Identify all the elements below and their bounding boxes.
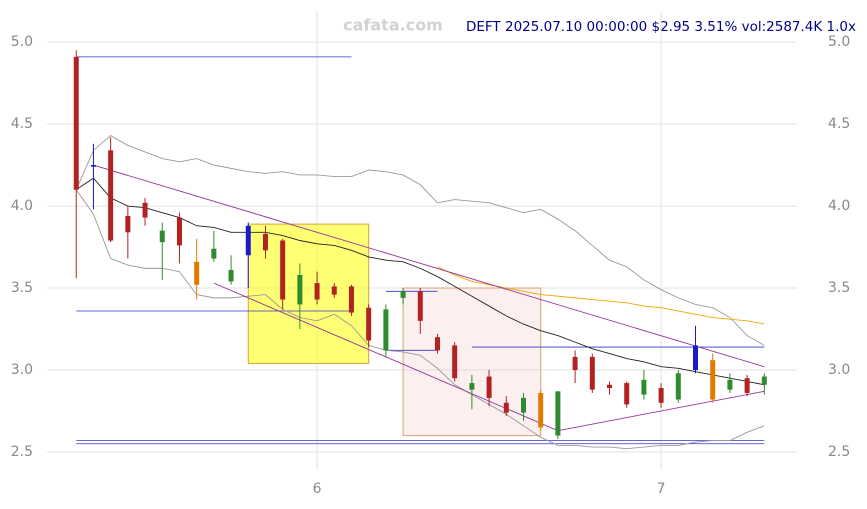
y-tick-label-right: 2.5 — [828, 444, 850, 460]
candle-body — [142, 202, 148, 218]
x-tick-label: 6 — [313, 481, 322, 497]
candle-body — [245, 225, 251, 256]
candle-body — [503, 402, 509, 413]
trend-line — [557, 390, 765, 432]
candle-body — [520, 397, 526, 413]
candle-body — [383, 309, 389, 351]
y-tick-label: 3.5 — [11, 280, 33, 296]
candle-body — [108, 150, 114, 241]
candle-body — [727, 379, 733, 390]
y-tick-label: 5.0 — [11, 34, 33, 50]
candle-body — [228, 270, 234, 282]
candle-body — [125, 215, 131, 233]
candle-body — [176, 217, 182, 246]
candle-body — [400, 291, 406, 298]
candle-body — [452, 345, 458, 379]
candle-body — [297, 274, 303, 305]
candle-body — [538, 392, 544, 428]
candle-body — [194, 261, 200, 285]
watermark: cafata.com — [343, 16, 443, 35]
candle-body — [73, 56, 79, 190]
candle-body — [761, 376, 767, 385]
indicator-line — [75, 177, 765, 386]
x-tick-label: 7 — [657, 481, 666, 497]
candle-body — [417, 291, 423, 321]
candle-body — [486, 376, 492, 398]
candle-body — [572, 356, 578, 371]
y-tick-label: 4.0 — [11, 198, 33, 214]
y-tick-label-right: 4.5 — [828, 116, 850, 132]
candle-body — [589, 356, 595, 390]
candle-body — [675, 373, 681, 400]
candle-body — [366, 307, 372, 341]
candle-body — [280, 240, 286, 300]
candle-body — [607, 384, 612, 389]
candle-body — [469, 383, 475, 390]
candle-body — [348, 286, 354, 313]
candle-body — [658, 388, 664, 403]
y-tick-label: 4.5 — [11, 116, 33, 132]
candle-body — [159, 230, 165, 243]
zone-box — [247, 223, 370, 364]
indicator-line — [75, 135, 765, 346]
candle-body — [710, 360, 716, 400]
candle-body — [641, 379, 647, 395]
y-tick-label-right: 5.0 — [828, 34, 850, 50]
candle-body — [262, 233, 268, 251]
zone-box — [402, 287, 542, 437]
y-tick-label-right: 3.0 — [828, 362, 850, 378]
candle-body — [555, 391, 561, 436]
candle-body — [90, 165, 96, 167]
candle-body — [314, 283, 320, 300]
indicator-line — [75, 189, 765, 450]
trend-line — [93, 164, 765, 368]
candle-body — [331, 286, 337, 295]
candle-body — [211, 248, 217, 259]
candle-body — [434, 337, 440, 351]
candle-body — [624, 383, 630, 405]
y-tick-label: 2.5 — [11, 444, 33, 460]
candle-body — [744, 378, 750, 393]
y-tick-label: 3.0 — [11, 362, 33, 378]
y-tick-label-right: 3.5 — [828, 280, 850, 296]
y-tick-label-right: 4.0 — [828, 198, 850, 214]
candle-body — [693, 345, 699, 371]
